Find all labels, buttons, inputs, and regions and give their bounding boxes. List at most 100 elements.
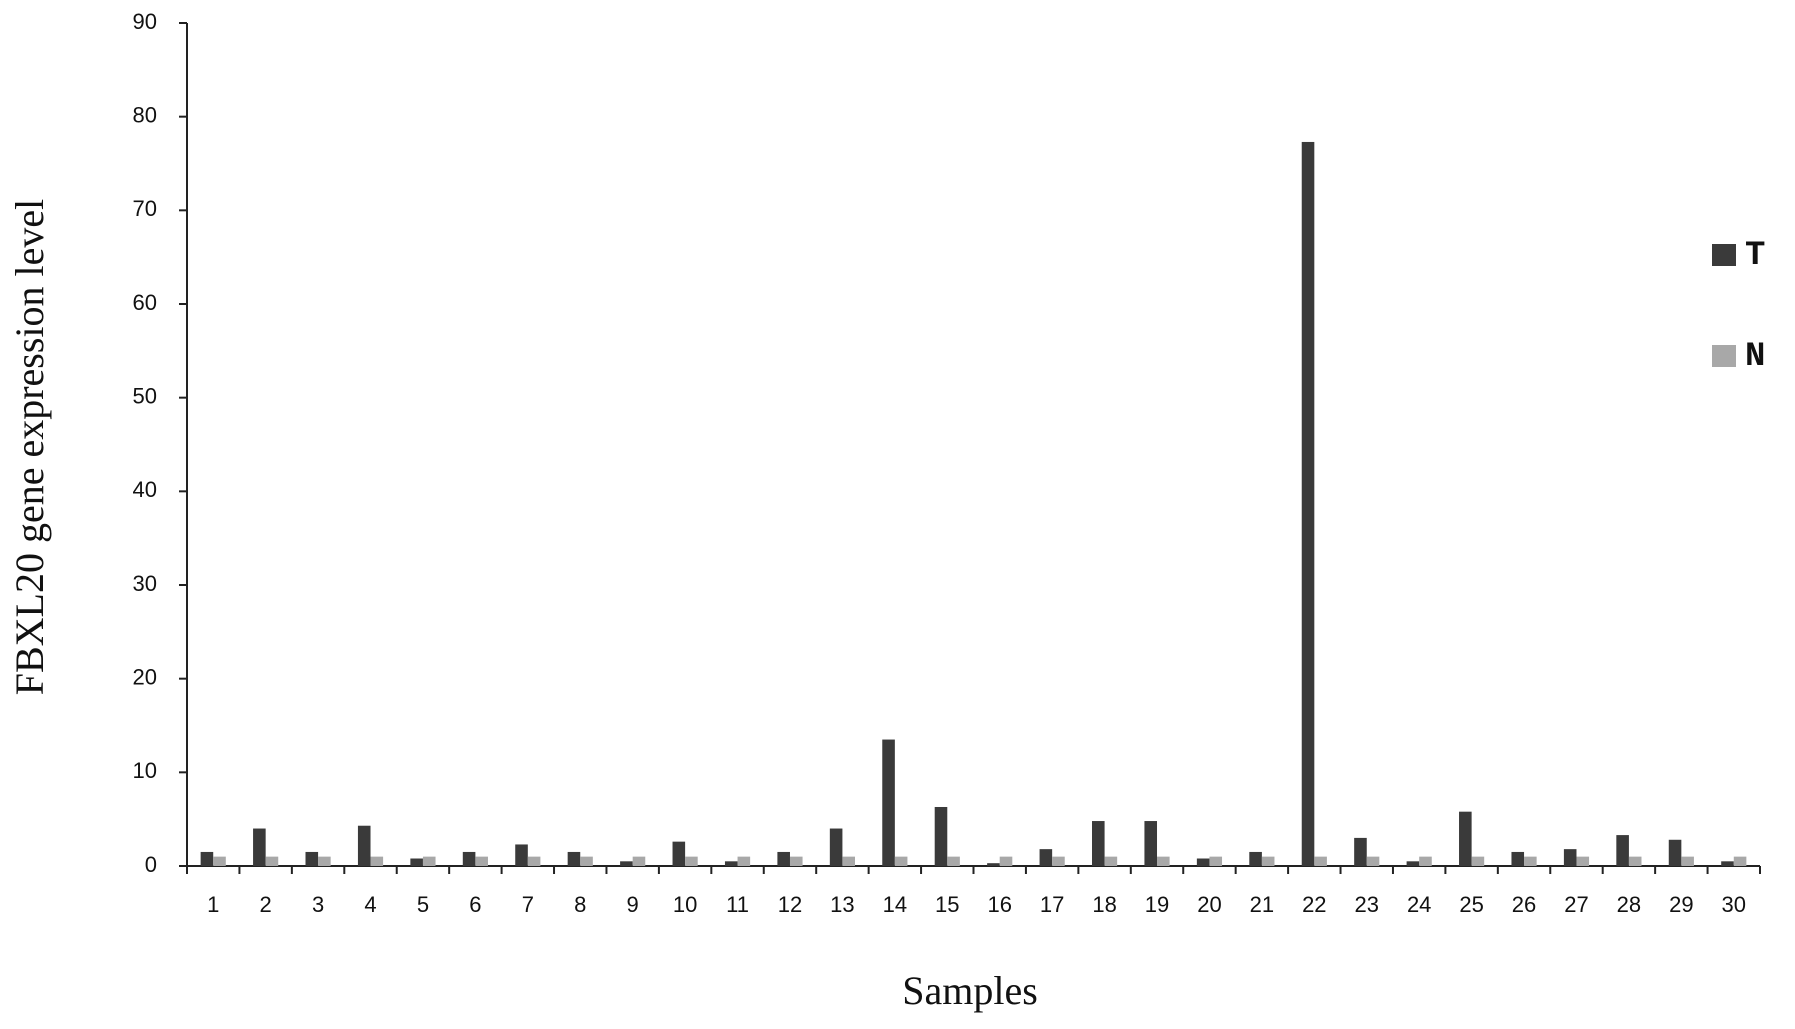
x-tick-label: 22 (1302, 892, 1326, 917)
x-tick-label: 11 (726, 892, 749, 917)
x-tick-label: 17 (1040, 892, 1064, 917)
bar (475, 856, 488, 866)
legend-label: T (1745, 237, 1765, 275)
x-tick-label: 8 (574, 892, 586, 917)
x-tick-label: 12 (778, 892, 802, 917)
y-tick-label: 40 (133, 477, 157, 502)
bar (685, 856, 698, 866)
x-tick-label: 13 (830, 892, 854, 917)
bar (515, 844, 528, 866)
bar (1209, 856, 1223, 866)
bar (318, 856, 331, 866)
bar (422, 856, 436, 866)
bar (1563, 849, 1577, 866)
bar (1196, 858, 1210, 866)
bar (213, 856, 226, 866)
bar (947, 856, 960, 866)
x-tick-label: 10 (673, 892, 697, 917)
legend-swatch (1712, 345, 1736, 367)
bar (672, 841, 686, 866)
x-tick-label: 26 (1512, 892, 1536, 917)
bar (1733, 856, 1747, 866)
bar (1104, 856, 1118, 866)
bar (1616, 835, 1629, 866)
bar (200, 851, 214, 866)
bar (1249, 851, 1262, 866)
bar (567, 851, 581, 866)
x-tick-label: 27 (1564, 892, 1588, 917)
bar (724, 861, 738, 866)
bar (1721, 861, 1734, 866)
bar (1301, 141, 1315, 866)
bar (1681, 856, 1694, 866)
bar (829, 828, 843, 866)
bar (999, 856, 1013, 866)
bar (357, 825, 371, 866)
x-tick-label: 4 (364, 892, 376, 917)
bar (1524, 856, 1537, 866)
x-tick-label: 3 (312, 892, 324, 917)
y-tick-label: 50 (133, 383, 157, 408)
x-tick-label: 23 (1355, 892, 1379, 917)
bar (894, 856, 908, 866)
y-tick-label: 70 (133, 196, 157, 221)
bar (370, 856, 384, 866)
x-tick-label: 21 (1250, 892, 1274, 917)
bar (1406, 861, 1420, 866)
bar (987, 863, 1000, 866)
y-axis-title: FBXL20 gene expression level (7, 199, 52, 696)
bar (789, 856, 803, 866)
bar (462, 851, 476, 866)
bar (737, 856, 751, 866)
x-tick-label: 30 (1722, 892, 1746, 917)
bar (1314, 856, 1327, 866)
bar (842, 856, 856, 866)
bar (527, 856, 541, 866)
bar (1052, 856, 1065, 866)
y-tick-label: 90 (133, 9, 157, 34)
bar (1511, 851, 1525, 866)
x-tick-label: 29 (1669, 892, 1693, 917)
x-tick-label: 5 (417, 892, 429, 917)
bar (1039, 849, 1053, 866)
bar (1628, 856, 1642, 866)
x-axis-title: Samples (902, 968, 1038, 1013)
bar (305, 851, 319, 866)
bar (1668, 839, 1682, 866)
bar (620, 861, 633, 866)
y-tick-label: 30 (133, 571, 157, 596)
y-tick-label: 60 (133, 290, 157, 315)
y-tick-label: 80 (133, 102, 157, 127)
bar (1419, 856, 1432, 866)
bar (1157, 856, 1170, 866)
x-tick-label: 15 (935, 892, 959, 917)
bar (1366, 856, 1380, 866)
y-tick-label: 0 (145, 852, 157, 877)
bar (1261, 856, 1275, 866)
bar (410, 858, 423, 866)
x-tick-label: 28 (1617, 892, 1641, 917)
y-tick-label: 20 (133, 664, 157, 689)
bar (632, 856, 646, 866)
x-tick-label: 18 (1092, 892, 1116, 917)
bar (253, 828, 266, 866)
bar (934, 806, 948, 866)
bar (1459, 811, 1472, 866)
bar (1471, 856, 1485, 866)
legend-label: N (1745, 338, 1765, 376)
x-tick-label: 16 (987, 892, 1011, 917)
x-tick-label: 7 (522, 892, 534, 917)
bar (580, 856, 593, 866)
x-tick-label: 24 (1407, 892, 1431, 917)
x-tick-label: 6 (469, 892, 481, 917)
bar (1354, 837, 1367, 866)
bar (882, 739, 895, 866)
y-tick-label: 10 (133, 758, 157, 783)
bar (1144, 821, 1158, 866)
x-tick-label: 25 (1459, 892, 1483, 917)
bar (265, 856, 279, 866)
x-tick-label: 20 (1197, 892, 1221, 917)
x-tick-label: 14 (883, 892, 907, 917)
x-tick-label: 2 (260, 892, 272, 917)
